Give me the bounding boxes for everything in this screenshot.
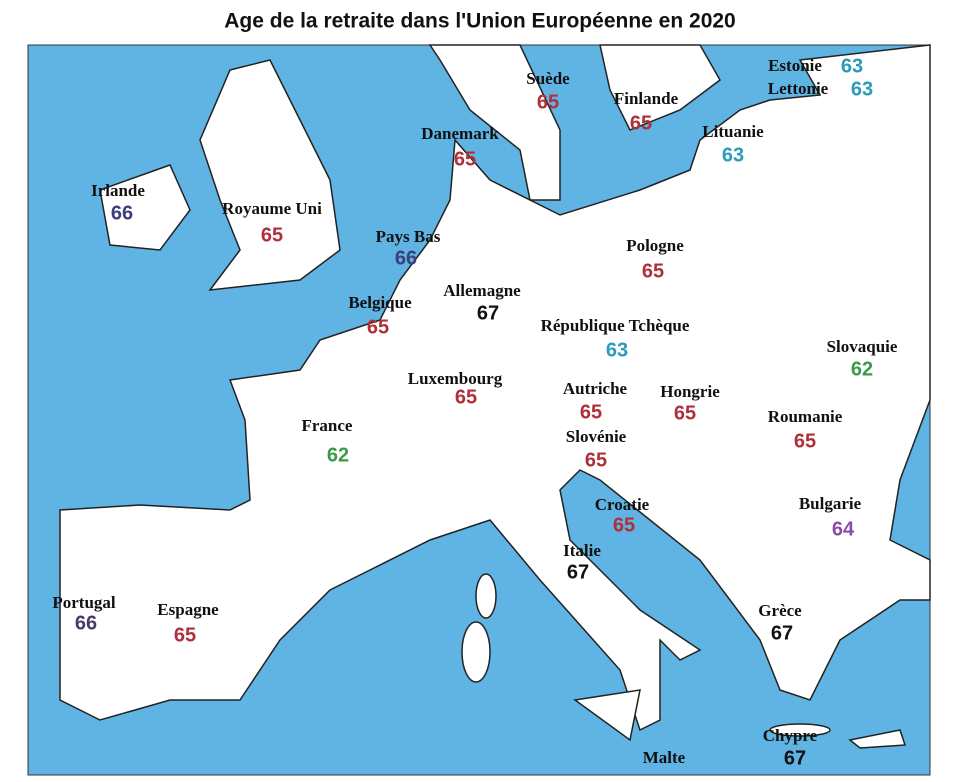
retirement-age: 65 (585, 449, 607, 471)
retirement-age: 65 (630, 112, 652, 134)
retirement-age: 66 (395, 247, 417, 269)
retirement-age: 67 (771, 622, 793, 644)
retirement-age: 62 (851, 358, 873, 380)
retirement-age: 63 (606, 339, 628, 361)
country-name: Lituanie (702, 122, 764, 141)
retirement-age: 65 (261, 224, 283, 246)
country-name: Malte (643, 748, 686, 767)
sicily (573, 689, 641, 742)
retirement-age: 66 (111, 202, 133, 224)
country-name: Croatie (595, 495, 650, 514)
country-name: Belgique (348, 293, 412, 312)
retirement-age: 67 (477, 302, 499, 324)
crete (769, 723, 831, 737)
retirement-age: 65 (367, 316, 389, 338)
sardinia (461, 621, 491, 683)
country-name: Roumanie (768, 407, 843, 426)
retirement-age: 64 (832, 518, 855, 540)
retirement-age: 63 (722, 144, 744, 166)
country-name: Portugal (52, 593, 116, 612)
retirement-age: 67 (567, 561, 589, 583)
country-name: Italie (563, 541, 601, 560)
retirement-age: 65 (613, 514, 635, 536)
country-name: Suède (526, 69, 570, 88)
great-britain (199, 59, 341, 291)
retirement-age: 65 (455, 386, 477, 408)
country-name: Royaume Uni (222, 199, 322, 218)
ireland (99, 164, 191, 251)
retirement-age: 65 (674, 402, 696, 424)
scandinavia (428, 44, 561, 201)
country-name: Danemark (421, 124, 499, 143)
labels: Suède 65 Finlande 65 Estonie 63 Lettonie 63 Litu… (52, 55, 898, 769)
retirement-age: 65 (642, 260, 664, 282)
country-name: Slovaquie (827, 337, 898, 356)
country-name: République Tchèque (541, 316, 690, 335)
continent (59, 44, 931, 732)
country-name: Irlande (91, 181, 145, 200)
country-name: Bulgarie (799, 494, 862, 513)
corsica (475, 573, 497, 619)
retirement-age: 62 (327, 444, 349, 466)
country-name: Luxembourg (408, 369, 503, 388)
country-name: Lettonie (768, 79, 829, 98)
finland (599, 44, 721, 131)
retirement-age: 65 (537, 91, 559, 113)
retirement-age: 67 (784, 747, 806, 769)
cyprus (848, 729, 907, 749)
title: Age de la retraite dans l'Union Européen… (224, 10, 735, 33)
retirement-age: 65 (174, 624, 196, 646)
country-name: Slovénie (566, 427, 627, 446)
country-name: Pologne (626, 236, 684, 255)
country-name: Finlande (614, 89, 679, 108)
country-name: Espagne (157, 600, 219, 619)
country-name: France (302, 416, 353, 435)
retirement-age: 66 (75, 612, 97, 634)
retirement-age: 65 (794, 430, 816, 452)
country-name: Chypre (763, 726, 818, 745)
retirement-age: 65 (580, 401, 602, 423)
country-name: Autriche (563, 379, 628, 398)
retirement-age: 63 (841, 55, 863, 77)
retirement-age: 63 (851, 78, 873, 100)
country-name: Hongrie (660, 382, 720, 401)
country-name: Pays Bas (376, 227, 441, 246)
map (27, 44, 931, 776)
country-name: Grèce (758, 601, 802, 620)
country-name: Estonie (768, 56, 822, 75)
retirement-age: 65 (454, 148, 476, 170)
country-name: Allemagne (443, 281, 521, 300)
